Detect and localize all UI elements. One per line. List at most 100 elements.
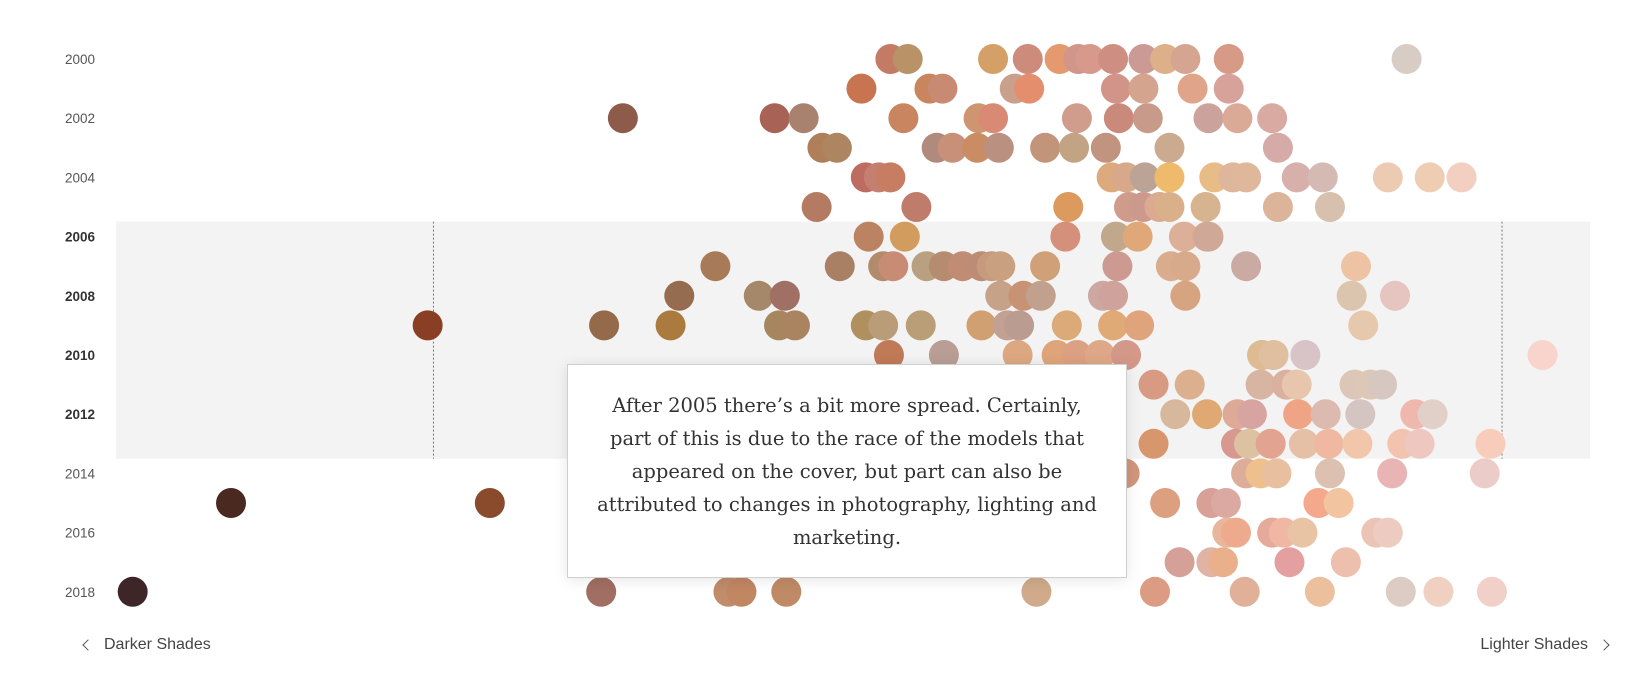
cover-shade-dot[interactable] xyxy=(905,310,936,341)
cover-shade-dot[interactable] xyxy=(1100,221,1131,252)
cover-shade-dot[interactable] xyxy=(868,310,899,341)
cover-shade-dot[interactable] xyxy=(1085,340,1116,370)
cover-shade-dot[interactable] xyxy=(1367,369,1398,400)
cover-shade-dot[interactable] xyxy=(1030,251,1061,282)
cover-shade-dot[interactable] xyxy=(985,251,1016,282)
cover-shade-dot[interactable] xyxy=(1170,251,1201,282)
lighter-shades-button[interactable]: Lighter Shades xyxy=(1480,636,1610,654)
cover-shade-dot[interactable] xyxy=(1014,73,1045,104)
cover-shade-dot[interactable] xyxy=(771,576,802,607)
cover-shade-dot[interactable] xyxy=(412,310,443,341)
cover-shade-dot[interactable] xyxy=(1283,399,1314,430)
cover-shade-dot[interactable] xyxy=(726,576,757,607)
cover-shade-dot[interactable] xyxy=(1098,44,1129,74)
cover-shade-dot[interactable] xyxy=(1423,576,1454,607)
cover-shade-dot[interactable] xyxy=(1345,399,1376,430)
cover-shade-dot[interactable] xyxy=(586,576,617,607)
cover-shade-dot[interactable] xyxy=(1342,428,1373,459)
cover-shade-dot[interactable] xyxy=(1193,103,1224,134)
cover-shade-dot[interactable] xyxy=(985,280,1016,311)
cover-shade-dot[interactable] xyxy=(1281,162,1312,193)
cover-shade-dot[interactable] xyxy=(1281,369,1312,400)
cover-shade-dot[interactable] xyxy=(1177,73,1208,104)
cover-shade-dot[interactable] xyxy=(1377,458,1408,489)
cover-shade-dot[interactable] xyxy=(1174,369,1205,400)
cover-shade-dot[interactable] xyxy=(1111,340,1142,370)
cover-shade-dot[interactable] xyxy=(1314,458,1345,489)
cover-shade-dot[interactable] xyxy=(1102,251,1133,282)
cover-shade-dot[interactable] xyxy=(1030,132,1061,163)
cover-shade-dot[interactable] xyxy=(1090,132,1121,163)
cover-shade-dot[interactable] xyxy=(1103,103,1134,134)
cover-shade-dot[interactable] xyxy=(589,310,620,341)
cover-shade-dot[interactable] xyxy=(927,73,958,104)
cover-shade-dot[interactable] xyxy=(1348,310,1379,341)
cover-shade-dot[interactable] xyxy=(1446,162,1477,193)
cover-shade-dot[interactable] xyxy=(655,310,686,341)
cover-shade-dot[interactable] xyxy=(1193,221,1224,252)
cover-shade-dot[interactable] xyxy=(1154,162,1185,193)
cover-shade-dot[interactable] xyxy=(1261,458,1292,489)
cover-shade-dot[interactable] xyxy=(1150,488,1181,518)
cover-shade-dot[interactable] xyxy=(1164,547,1195,578)
cover-shade-dot[interactable] xyxy=(878,251,909,282)
cover-shade-dot[interactable] xyxy=(1307,162,1338,193)
cover-shade-dot[interactable] xyxy=(1053,192,1084,222)
cover-shade-dot[interactable] xyxy=(937,132,968,163)
cover-shade-dot[interactable] xyxy=(1385,576,1416,607)
cover-shade-dot[interactable] xyxy=(1380,280,1411,311)
cover-shade-dot[interactable] xyxy=(824,251,855,282)
cover-shade-dot[interactable] xyxy=(1210,488,1241,518)
cover-shade-dot[interactable] xyxy=(1050,221,1081,252)
cover-shade-dot[interactable] xyxy=(1231,251,1262,282)
cover-shade-dot[interactable] xyxy=(1098,280,1129,311)
darker-shades-button[interactable]: Darker Shades xyxy=(82,636,211,654)
cover-shade-dot[interactable] xyxy=(1340,251,1371,282)
cover-shade-dot[interactable] xyxy=(1262,132,1293,163)
cover-shade-dot[interactable] xyxy=(664,280,695,311)
cover-shade-dot[interactable] xyxy=(1475,428,1506,459)
cover-shade-dot[interactable] xyxy=(1170,44,1201,74)
cover-shade-dot[interactable] xyxy=(1236,399,1267,430)
cover-shade-dot[interactable] xyxy=(1290,340,1321,370)
cover-shade-dot[interactable] xyxy=(1414,162,1445,193)
cover-shade-dot[interactable] xyxy=(1190,192,1221,222)
cover-shade-dot[interactable] xyxy=(1138,428,1169,459)
cover-shade-dot[interactable] xyxy=(1372,517,1403,548)
cover-shade-dot[interactable] xyxy=(1002,340,1033,370)
cover-shade-dot[interactable] xyxy=(1213,73,1244,104)
cover-shade-dot[interactable] xyxy=(1274,547,1305,578)
cover-shade-dot[interactable] xyxy=(853,221,884,252)
cover-shade-dot[interactable] xyxy=(1257,103,1288,134)
cover-shade-dot[interactable] xyxy=(1258,340,1289,370)
cover-shade-dot[interactable] xyxy=(1154,132,1185,163)
cover-shade-dot[interactable] xyxy=(892,44,923,74)
cover-shade-dot[interactable] xyxy=(1469,458,1500,489)
cover-shade-dot[interactable] xyxy=(743,280,774,311)
cover-shade-dot[interactable] xyxy=(873,340,904,370)
cover-shade-dot[interactable] xyxy=(1527,340,1558,370)
cover-shade-dot[interactable] xyxy=(889,221,920,252)
cover-shade-dot[interactable] xyxy=(1287,517,1318,548)
cover-shade-dot[interactable] xyxy=(1025,280,1056,311)
cover-shade-dot[interactable] xyxy=(117,576,148,607)
cover-shade-dot[interactable] xyxy=(1170,280,1201,311)
cover-shade-dot[interactable] xyxy=(928,340,959,370)
cover-shade-dot[interactable] xyxy=(978,103,1009,134)
cover-shade-dot[interactable] xyxy=(1154,192,1185,222)
cover-shade-dot[interactable] xyxy=(1314,192,1345,222)
cover-shade-dot[interactable] xyxy=(1124,310,1155,341)
cover-shade-dot[interactable] xyxy=(1233,428,1264,459)
cover-shade-dot[interactable] xyxy=(1262,192,1293,222)
cover-shade-dot[interactable] xyxy=(1417,399,1448,430)
cover-shade-dot[interactable] xyxy=(1310,399,1341,430)
cover-shade-dot[interactable] xyxy=(1100,73,1131,104)
cover-shade-dot[interactable] xyxy=(1061,340,1092,370)
cover-shade-dot[interactable] xyxy=(1128,73,1159,104)
cover-shade-dot[interactable] xyxy=(1061,103,1092,134)
cover-shade-dot[interactable] xyxy=(1012,44,1043,74)
cover-shade-dot[interactable] xyxy=(962,132,993,163)
cover-shade-dot[interactable] xyxy=(1213,44,1244,74)
cover-shade-dot[interactable] xyxy=(759,103,790,134)
cover-shade-dot[interactable] xyxy=(1313,428,1344,459)
